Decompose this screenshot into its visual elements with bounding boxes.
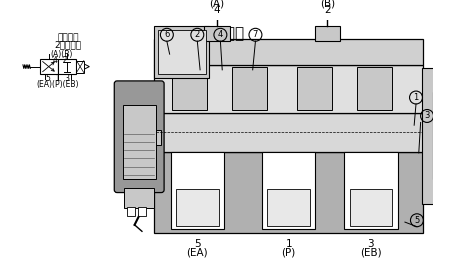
Text: 2位单电控: 2位单电控: [199, 26, 245, 41]
Text: 4  2: 4 2: [53, 56, 67, 65]
Text: (B): (B): [320, 0, 335, 8]
Bar: [76, 61, 84, 73]
Bar: [422, 68, 434, 204]
Bar: [315, 26, 340, 41]
Bar: [232, 67, 267, 110]
Bar: [267, 189, 310, 226]
Bar: [154, 130, 162, 145]
Text: 5: 5: [414, 216, 419, 225]
Bar: [124, 188, 154, 208]
FancyBboxPatch shape: [114, 81, 164, 192]
Bar: [127, 207, 135, 216]
Bar: [122, 105, 156, 179]
Text: 7: 7: [253, 30, 258, 39]
Text: 4: 4: [218, 30, 223, 39]
Bar: [58, 59, 76, 74]
Bar: [154, 113, 423, 152]
Bar: [158, 30, 206, 74]
Bar: [154, 64, 423, 113]
Text: 1: 1: [285, 239, 292, 249]
Text: 1: 1: [414, 93, 418, 102]
Text: 2: 2: [324, 5, 331, 15]
Text: 6: 6: [164, 30, 170, 39]
Bar: [204, 26, 230, 41]
Text: (A)(B): (A)(B): [50, 51, 73, 60]
Text: 2位单电控: 2位单电控: [54, 40, 82, 49]
Bar: [344, 152, 397, 229]
Bar: [154, 152, 423, 233]
Text: 5: 5: [194, 239, 201, 249]
Bar: [176, 189, 219, 226]
Bar: [138, 207, 146, 216]
Text: 5  1  3: 5 1 3: [46, 74, 70, 83]
Bar: [432, 92, 449, 179]
Text: 3: 3: [424, 111, 430, 120]
Bar: [262, 152, 315, 229]
Bar: [172, 67, 207, 110]
Bar: [154, 26, 209, 78]
Text: 2: 2: [195, 30, 200, 39]
Text: 图形符号: 图形符号: [58, 33, 79, 42]
Bar: [171, 152, 224, 229]
Bar: [350, 189, 392, 226]
Bar: [154, 39, 423, 64]
Text: 4: 4: [213, 5, 220, 15]
Bar: [297, 67, 332, 110]
Text: (EA): (EA): [186, 247, 208, 257]
Bar: [357, 67, 392, 110]
Text: (P): (P): [282, 247, 296, 257]
Bar: [40, 59, 58, 74]
Text: (A): (A): [209, 0, 224, 8]
Text: 3: 3: [368, 239, 374, 249]
Text: (EA)(P)(EB): (EA)(P)(EB): [37, 80, 79, 89]
Text: (EB): (EB): [360, 247, 382, 257]
